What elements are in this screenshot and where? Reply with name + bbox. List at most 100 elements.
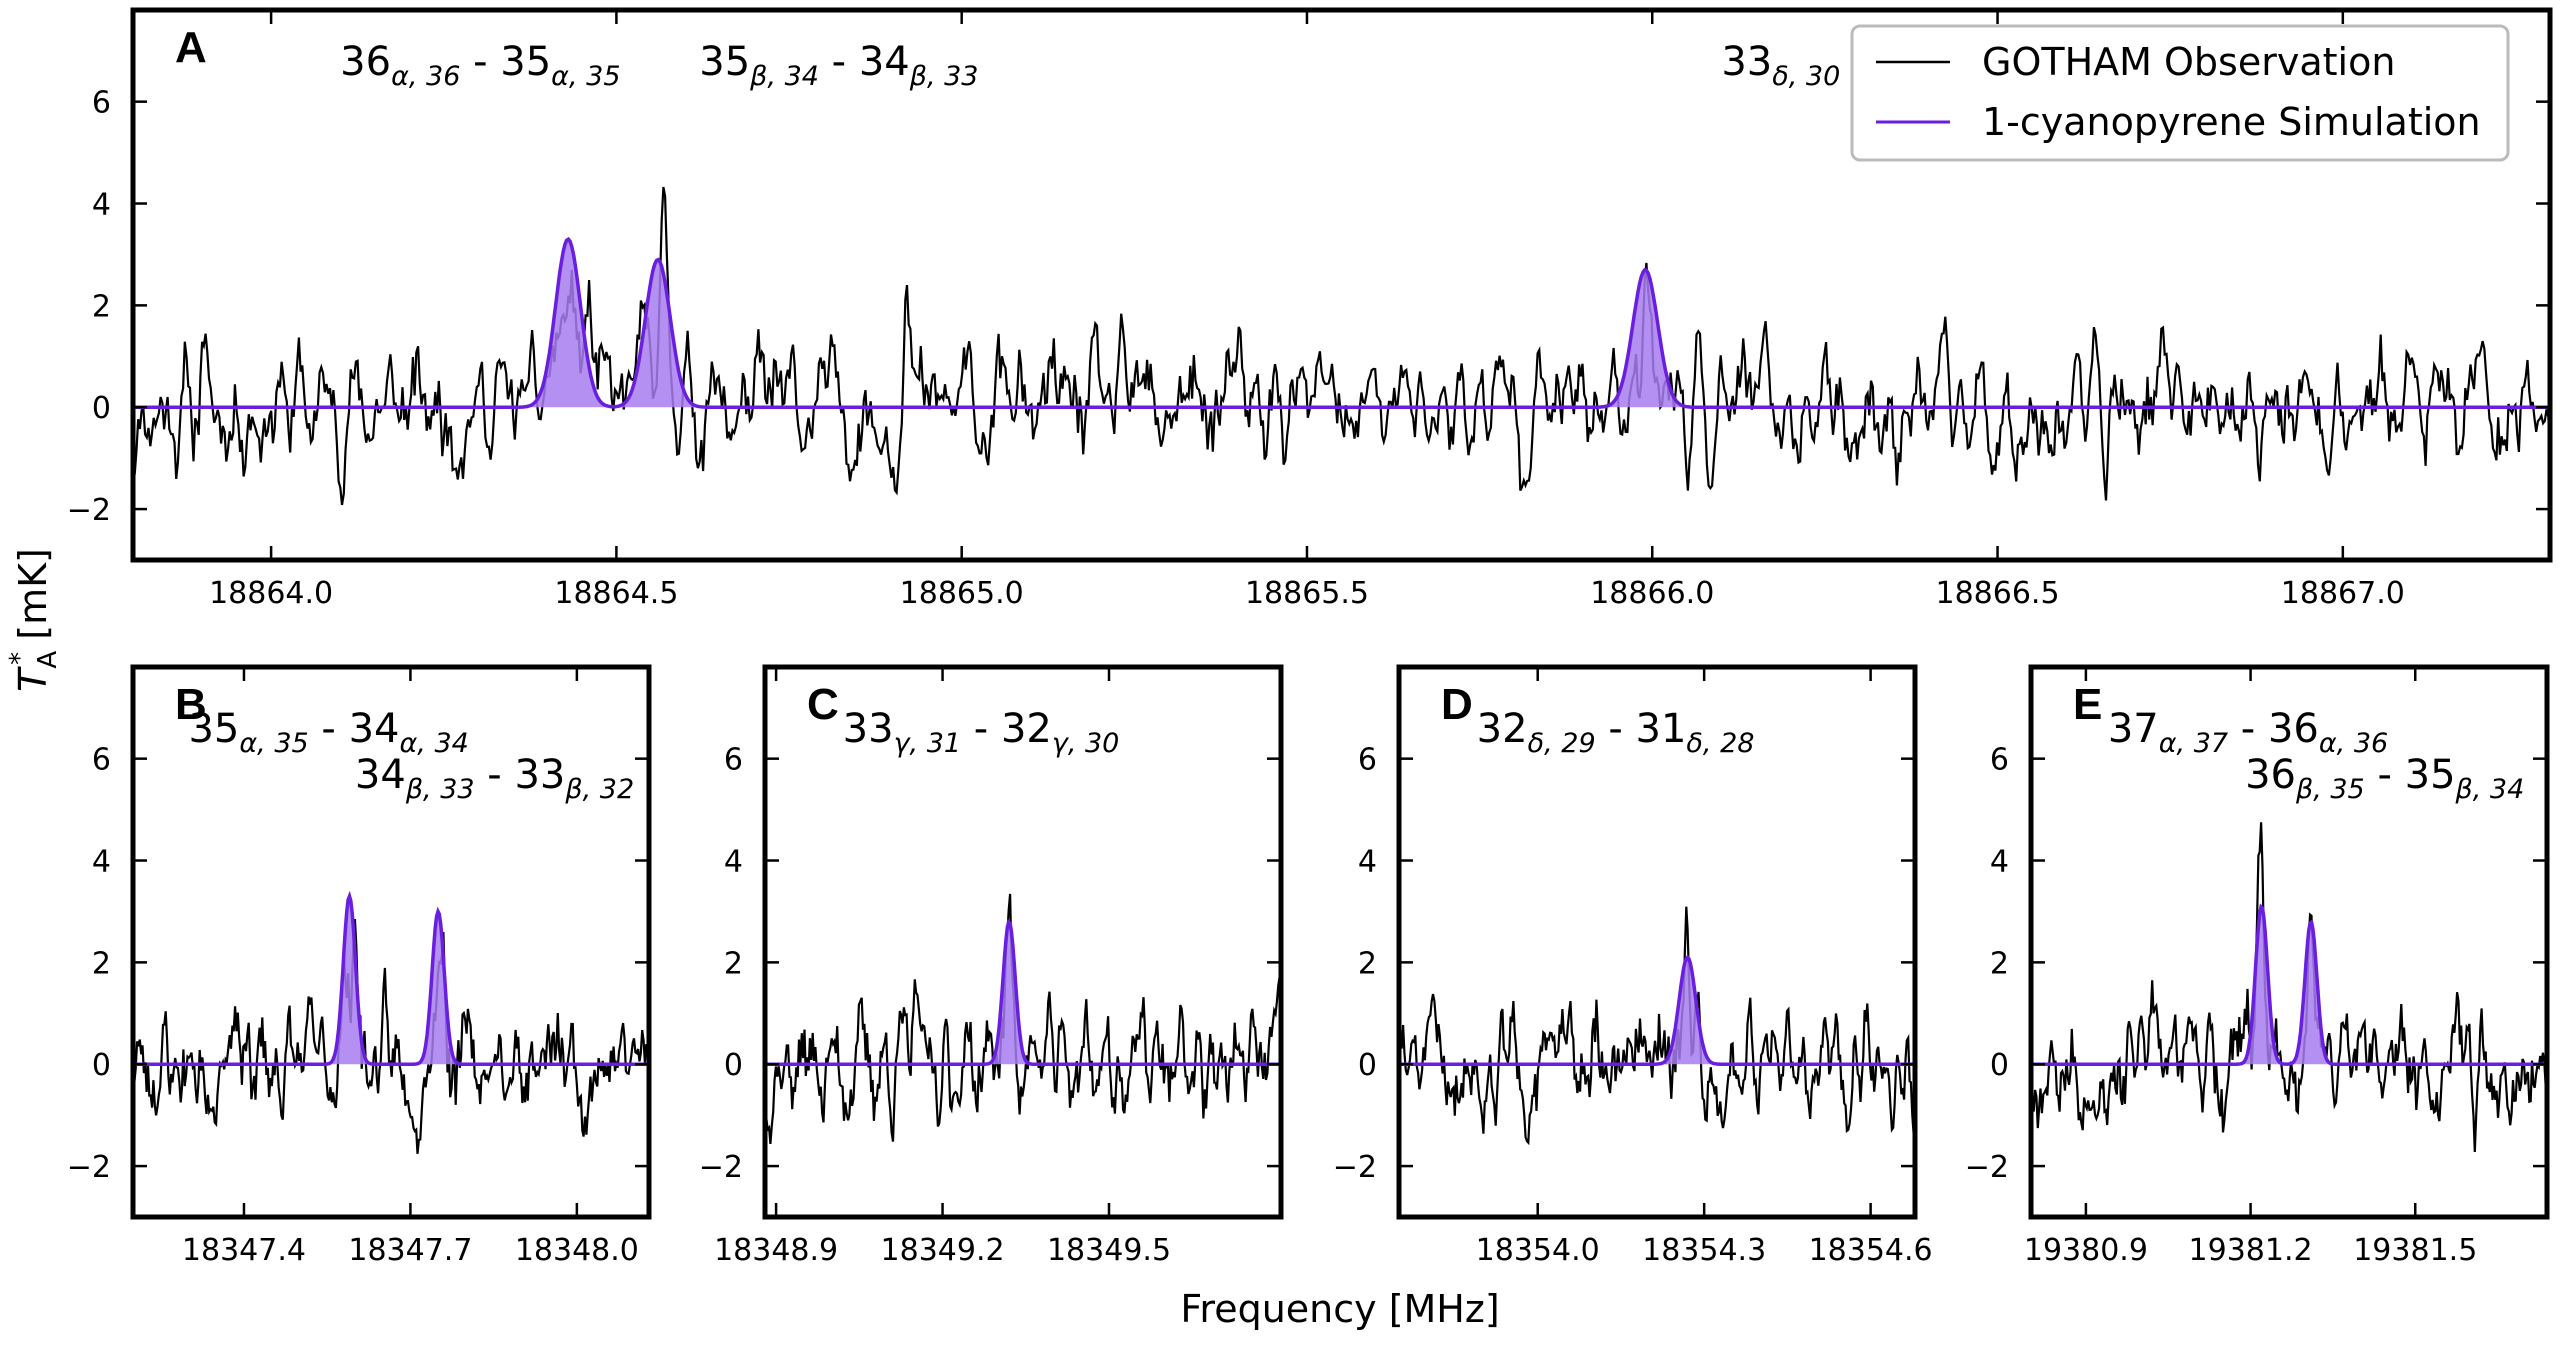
ytick-label-a-4: 6 — [92, 86, 111, 121]
ytick-label-b-4: 6 — [92, 743, 111, 778]
ytick-label-e-2: 2 — [1990, 946, 2009, 981]
transition-upper: 33 — [843, 706, 894, 752]
simulation-line-c — [765, 918, 1281, 1066]
ytick-label-a-2: 2 — [92, 289, 111, 324]
panels-group: −2 0 2 4 6 18864.0 18864.5 18865.0 18865.5 18866.… — [67, 7, 2553, 1268]
x-axis-label: Frequency [MHz] — [1180, 1287, 1499, 1331]
y-axis-label-sub: A — [33, 651, 63, 669]
ytick-label-b-0: −2 — [67, 1150, 111, 1185]
simulation-line-e — [2031, 903, 2547, 1066]
xtick-label-a-3: 18865.5 — [1245, 576, 1369, 611]
transition-lower-sub: β, 33 — [909, 61, 979, 92]
xtick-label-e-1: 19381.2 — [2189, 1233, 2313, 1268]
ytick-label-c-2: 2 — [724, 946, 743, 981]
transition-upper: 35 — [699, 39, 750, 85]
panel-letter-b: B — [175, 680, 207, 729]
observation-line-c — [765, 893, 1281, 1144]
transition-upper: 35 — [188, 706, 239, 752]
ytick-label-b-1: 0 — [92, 1048, 111, 1083]
transition-lower-sub: γ, 30 — [1052, 728, 1120, 759]
transition-lower-sub: α, 35 — [551, 61, 620, 92]
transition-dash: - — [2228, 706, 2268, 752]
legend: GOTHAM Observation 1-cyanopyrene Simulat… — [1850, 24, 2510, 162]
transition-upper-sub: δ, 29 — [1528, 728, 1596, 759]
xtick-label-d-1: 18354.3 — [1642, 1233, 1766, 1268]
transition-upper: 36 — [2245, 752, 2296, 798]
y-axis-label: TA* [mK] — [5, 548, 63, 692]
xtick-label-d-2: 18354.6 — [1809, 1233, 1933, 1268]
ytick-label-c-1: 0 — [724, 1048, 743, 1083]
transition-upper-sub: β, 34 — [749, 61, 819, 92]
ytick-label-b-2: 2 — [92, 946, 111, 981]
xtick-label-e-0: 19380.9 — [2024, 1233, 2148, 1268]
transition-dash: - — [475, 752, 515, 798]
transition-lower-sub: β, 34 — [2455, 774, 2525, 805]
transition-dash: - — [2365, 752, 2405, 798]
ytick-label-a-0: −2 — [67, 493, 111, 528]
panel-letter-c: C — [807, 680, 839, 729]
ytick-label-d-0: −2 — [1333, 1150, 1377, 1185]
transition-lower: 33 — [514, 752, 565, 798]
panel-frame-c — [762, 664, 1284, 1220]
panel-letter-a: A — [175, 23, 207, 72]
panel-frame-e — [2028, 664, 2550, 1220]
transition-upper: 32 — [1477, 706, 1528, 752]
simulation-line-a — [133, 236, 2550, 409]
ytick-label-d-1: 0 — [1358, 1048, 1377, 1083]
ytick-label-a-3: 4 — [92, 188, 111, 223]
transition-upper-sub: γ, 31 — [894, 728, 962, 759]
transition-lower-sub: δ, 28 — [1686, 728, 1754, 759]
transition-lower: 32 — [1001, 706, 1052, 752]
ytick-label-c-0: −2 — [699, 1150, 743, 1185]
xtick-label-a-1: 18864.5 — [554, 576, 678, 611]
transition-dash: - — [961, 706, 1001, 752]
transition-upper-sub: α, 37 — [2159, 728, 2228, 759]
xtick-label-b-1: 18347.7 — [348, 1233, 472, 1268]
simulation-line-d — [1399, 954, 1915, 1066]
ytick-label-c-4: 6 — [724, 743, 743, 778]
transition-upper-sub: α, 35 — [239, 728, 308, 759]
transition-label-b-1: 34β, 33 - 33β, 32 — [355, 752, 634, 805]
ytick-label-a-1: 0 — [92, 391, 111, 426]
transition-lower: 31 — [1636, 706, 1687, 752]
ytick-label-e-3: 4 — [1990, 845, 2009, 880]
legend-label-simulation: 1-cyanopyrene Simulation — [1982, 100, 2481, 144]
transition-lower: 34 — [859, 39, 910, 85]
transition-lower-sub: β, 32 — [564, 774, 634, 805]
xtick-label-b-0: 18347.4 — [182, 1233, 306, 1268]
transition-dash: - — [460, 39, 500, 85]
xtick-label-b-2: 18348.0 — [515, 1233, 639, 1268]
simulation-line-b — [133, 890, 649, 1066]
xtick-label-c-1: 18349.2 — [881, 1233, 1005, 1268]
observation-line-b — [133, 919, 649, 1154]
transition-lower: 35 — [500, 39, 551, 85]
observation-line-d — [1399, 906, 1915, 1146]
transition-label-d-0: 32δ, 29 - 31δ, 28 — [1477, 706, 1755, 759]
panel-letter-e: E — [2073, 680, 2102, 729]
legend-box — [1850, 24, 2510, 162]
xtick-label-a-5: 18866.5 — [1936, 576, 2060, 611]
transition-upper: 34 — [355, 752, 406, 798]
observation-line-a — [133, 186, 2550, 506]
y-axis-label-unit: [mK] — [11, 548, 55, 652]
xtick-label-a-4: 18866.0 — [1590, 576, 1714, 611]
y-axis-label-base: T — [11, 666, 55, 692]
legend-label-observation: GOTHAM Observation — [1982, 40, 2395, 84]
transition-label-b-0: 35α, 35 - 34α, 34 — [188, 706, 468, 759]
transition-upper-sub: α, 36 — [391, 61, 460, 92]
transition-upper-sub: δ, 30 — [1772, 61, 1840, 92]
transition-lower-sub: α, 36 — [2319, 728, 2388, 759]
transition-lower: 36 — [2268, 706, 2319, 752]
transition-upper: 36 — [340, 39, 391, 85]
transition-upper: 37 — [2108, 706, 2159, 752]
xtick-label-a-0: 18864.0 — [209, 576, 333, 611]
y-axis-label-sup: * — [5, 652, 35, 665]
ytick-label-e-4: 6 — [1990, 743, 2009, 778]
xtick-label-a-2: 18865.0 — [900, 576, 1024, 611]
transition-label-a-1: 35β, 34 - 34β, 33 — [699, 39, 978, 92]
